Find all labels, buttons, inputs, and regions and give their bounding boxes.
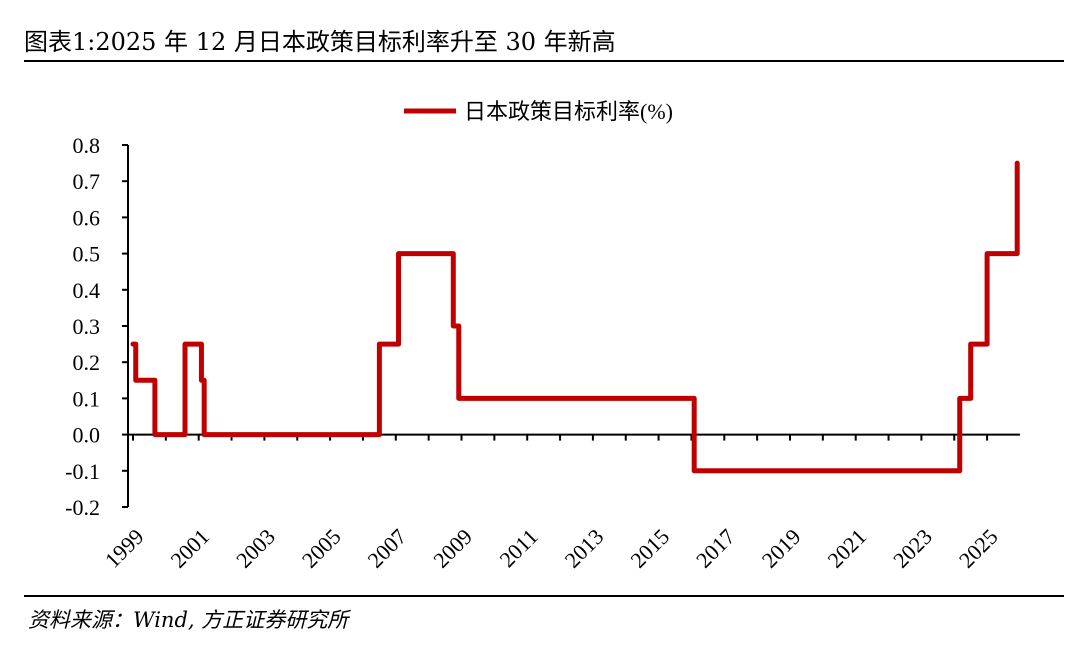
x-tick-label: 2001 <box>165 524 214 573</box>
y-tick-label: 0.6 <box>73 205 101 230</box>
x-tick-label: 2007 <box>363 524 412 573</box>
y-tick-label: 0.0 <box>73 423 101 448</box>
top-rule <box>24 60 1064 62</box>
bottom-rule <box>24 595 1064 597</box>
x-tick-label: 2021 <box>822 524 871 573</box>
y-tick-label: 0.2 <box>73 350 101 375</box>
y-tick-label: 0.8 <box>73 133 101 158</box>
x-tick-label: 2011 <box>495 524 543 572</box>
y-tick-label: 0.5 <box>73 242 101 267</box>
legend: 日本政策目标利率(%) <box>404 99 673 124</box>
x-tick-label: 1999 <box>100 524 149 573</box>
y-tick-label: 0.1 <box>73 386 101 411</box>
x-tick-label: 2013 <box>560 524 609 573</box>
x-tick-label: 2019 <box>757 524 806 573</box>
legend-label: 日本政策目标利率(%) <box>464 99 673 124</box>
y-tick-label: -0.1 <box>65 459 100 484</box>
y-tick-label: -0.2 <box>65 495 100 520</box>
source-note: 资料来源：Wind, 方正证券研究所 <box>28 608 349 632</box>
chart-title: 图表1:2025 年 12 月日本政策目标利率升至 30 年新高 <box>24 28 616 56</box>
y-axis: 0.8 0.7 0.6 0.5 0.4 0.3 0.2 0.1 0.0 -0.1 -0.2 <box>65 133 129 520</box>
x-tick-label: 2025 <box>954 524 1003 573</box>
x-tick-label: 2023 <box>888 524 937 573</box>
x-axis: 1999 2001 2003 2005 2007 2009 2011 2013 2015 2017… <box>100 433 1020 573</box>
x-tick-label: 2005 <box>297 524 346 573</box>
x-tick-label: 2003 <box>231 524 280 573</box>
x-tick-label: 2009 <box>428 524 477 573</box>
x-tick-label: 2015 <box>625 524 674 573</box>
y-tick-label: 0.4 <box>73 278 101 303</box>
y-tick-label: 0.7 <box>73 169 101 194</box>
y-tick-label: 0.3 <box>73 314 101 339</box>
series-line <box>130 160 1020 474</box>
x-tick-label: 2017 <box>691 524 740 573</box>
